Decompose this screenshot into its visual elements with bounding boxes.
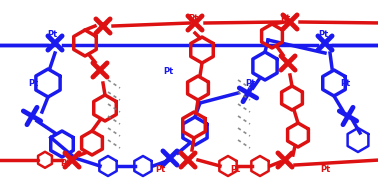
- Text: Pt: Pt: [28, 79, 38, 88]
- Text: Pt: Pt: [230, 165, 240, 174]
- Text: Pt: Pt: [245, 79, 255, 88]
- Text: Pt: Pt: [340, 79, 350, 88]
- Text: Pt: Pt: [163, 67, 173, 76]
- Text: Pt: Pt: [98, 22, 108, 31]
- Text: Pt: Pt: [47, 30, 57, 39]
- Text: Pt: Pt: [320, 165, 330, 174]
- Text: Pt: Pt: [60, 159, 70, 168]
- Text: Pt: Pt: [188, 14, 198, 23]
- Text: Pt: Pt: [318, 30, 328, 39]
- Text: Pt: Pt: [280, 14, 290, 23]
- Text: Pt: Pt: [155, 165, 165, 174]
